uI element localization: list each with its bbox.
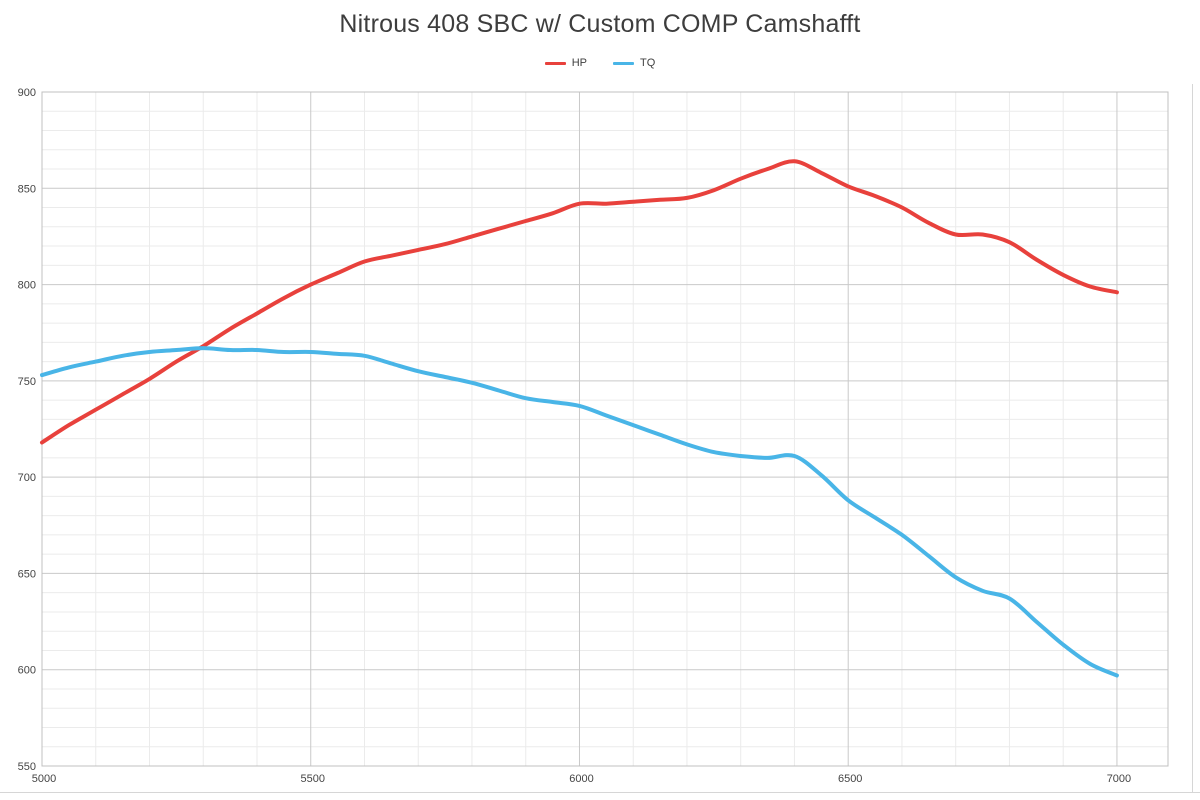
chart-title: Nitrous 408 SBC w/ Custom COMP Camshafft xyxy=(339,10,861,38)
x-tick-label: 6000 xyxy=(569,773,593,785)
x-tick-label: 5500 xyxy=(300,773,324,785)
legend-label: TQ xyxy=(640,57,656,69)
tq-curve xyxy=(40,346,1119,678)
legend-label: HP xyxy=(571,57,587,69)
y-tick-label: 850 xyxy=(18,183,36,195)
hp-curve xyxy=(40,159,1119,445)
legend-item-tq: TQ xyxy=(613,57,655,69)
x-tick-label: 5000 xyxy=(32,773,56,785)
tq-legend-swatch xyxy=(613,61,634,65)
hp-legend-swatch xyxy=(544,61,566,65)
y-tick-label: 750 xyxy=(18,376,36,388)
y-tick-label: 550 xyxy=(18,761,36,773)
y-tick-label: 700 xyxy=(18,472,36,484)
page-right-border xyxy=(1192,84,1193,793)
y-tick-label: 600 xyxy=(18,665,36,677)
x-tick-label: 6500 xyxy=(838,773,862,785)
x-tick-label: 7000 xyxy=(1107,773,1131,785)
y-tick-label: 650 xyxy=(18,568,36,580)
chart-legend: HP TQ xyxy=(0,55,1200,71)
y-tick-label: 900 xyxy=(18,87,36,99)
y-tick-label: 800 xyxy=(18,280,36,292)
plot-border xyxy=(41,91,1169,767)
page-bottom-border xyxy=(0,792,1200,793)
legend-item-hp: HP xyxy=(544,57,587,69)
